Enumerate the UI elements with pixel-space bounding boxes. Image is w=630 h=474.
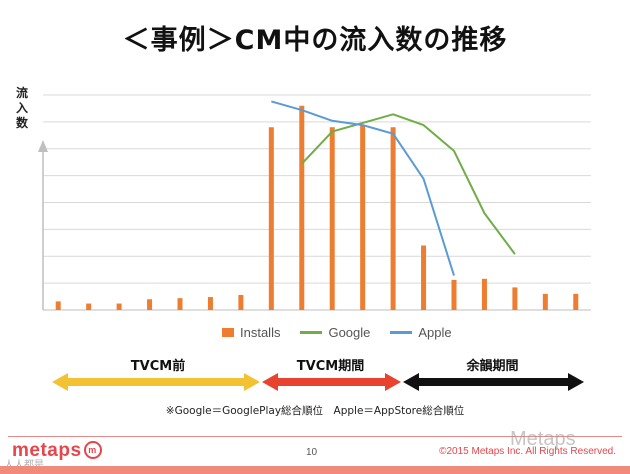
legend-item-google: Google (300, 325, 370, 340)
bar-installs (360, 125, 366, 310)
page-number: 10 (306, 447, 318, 458)
bar-installs (238, 294, 244, 310)
period-arrow-during (262, 373, 401, 391)
line-google (301, 113, 516, 255)
bar-installs (55, 301, 61, 310)
period-arrow-after (403, 373, 584, 391)
legend-swatch-installs (222, 328, 234, 337)
bar-installs (573, 293, 579, 310)
y-axis-label: 流入数 (16, 86, 29, 130)
legend-item-apple: Apple (390, 325, 452, 340)
legend-item-installs: Installs (222, 325, 280, 340)
bar-installs (329, 127, 335, 310)
bottom-strip (0, 466, 630, 474)
bar-installs (116, 303, 122, 310)
watermark-small: 人人都是 (4, 456, 44, 471)
logo-mark-icon: m (83, 441, 102, 459)
period-label-during: TVCM期間 (296, 359, 365, 374)
legend-swatch-google (300, 331, 323, 334)
legend-label-apple: Apple (418, 325, 452, 340)
bar-installs (512, 287, 518, 310)
bar-installs (390, 127, 396, 310)
period-label-before: TVCM前 (130, 359, 186, 374)
logo-text: metaps (12, 440, 82, 461)
watermark: Metaps (510, 428, 576, 450)
bar-installs (268, 127, 274, 310)
legend-label-google: Google (328, 325, 371, 340)
bar-installs (421, 245, 427, 310)
legend-label-installs: Installs (240, 325, 281, 340)
page-title: ＜事例＞CM中の流入数の推移 (122, 25, 508, 56)
period-arrow-before (52, 373, 260, 391)
bar-installs (207, 297, 213, 310)
bar-installs (177, 298, 183, 310)
bar-installs (86, 303, 92, 310)
chart-legend: Installs Google Apple (222, 325, 452, 340)
bar-installs (147, 299, 153, 310)
footnote: ※Google＝GooglePlay総合順位 Apple＝AppStore総合順… (165, 405, 465, 417)
legend-swatch-apple (390, 331, 413, 334)
bar-installs (481, 278, 487, 310)
copyright: ©2015 Metaps Inc. All Rights Reserved. (439, 446, 616, 457)
period-label-after: 余韻期間 (466, 359, 519, 374)
y-axis-arrowhead (38, 140, 48, 152)
bar-installs (542, 293, 548, 310)
bar-installs (299, 105, 305, 310)
footer-divider (8, 436, 622, 437)
line-apple (271, 100, 455, 276)
metaps-logo: metaps m (12, 440, 102, 462)
bar-installs (451, 279, 457, 310)
